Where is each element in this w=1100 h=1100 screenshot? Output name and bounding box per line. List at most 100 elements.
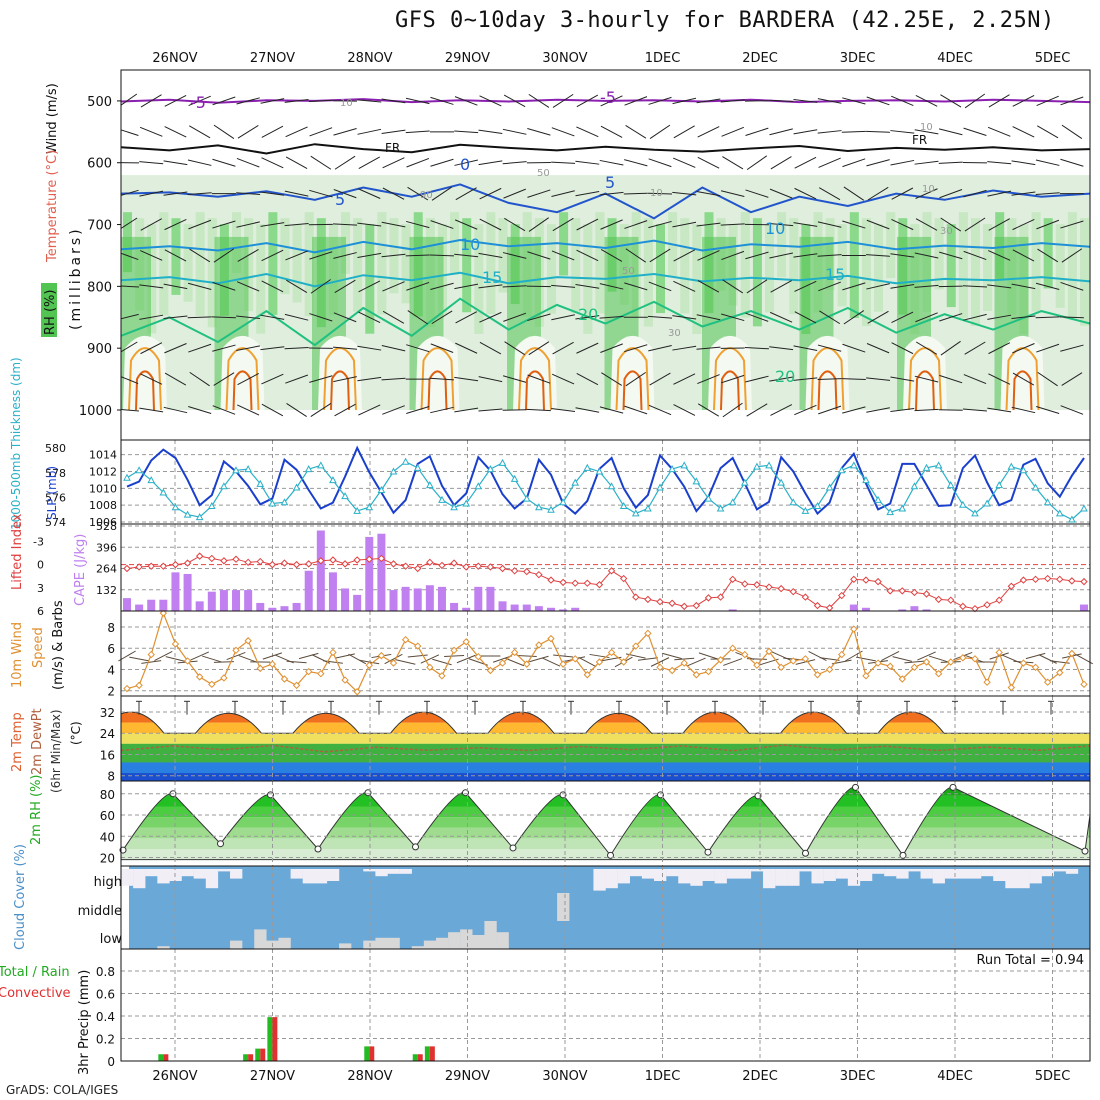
wind-barb bbox=[285, 126, 308, 138]
precip-convective-bar bbox=[417, 1054, 423, 1061]
rh-shade-cell bbox=[546, 224, 556, 314]
wind-barb bbox=[527, 189, 551, 198]
date-label-bottom: 1DEC bbox=[645, 1069, 681, 1084]
wind-barb bbox=[121, 285, 140, 288]
li-marker bbox=[583, 579, 592, 587]
surface-wind-barb bbox=[129, 656, 150, 662]
wind-barb bbox=[940, 217, 962, 232]
li-marker bbox=[619, 574, 628, 583]
cloud-clear-cell bbox=[290, 869, 303, 879]
wind-barb bbox=[334, 403, 356, 417]
wind-barb bbox=[1036, 343, 1060, 353]
y-tick-label: 900 bbox=[87, 342, 112, 357]
cloud-clear-cell bbox=[859, 869, 873, 881]
wind-barb bbox=[188, 219, 212, 230]
wind-barb bbox=[430, 282, 454, 290]
rh-shade-cell bbox=[159, 212, 169, 316]
wind-barb bbox=[164, 249, 187, 262]
surface-wind-barb bbox=[917, 651, 936, 661]
y-tick-label-li: 0 bbox=[37, 559, 44, 572]
wind-speed-marker bbox=[510, 648, 519, 657]
wind-barb bbox=[575, 283, 600, 289]
thickness-marker bbox=[874, 495, 882, 503]
rh-contour-label: 90 bbox=[420, 190, 433, 201]
wind-barb bbox=[454, 253, 479, 258]
wind-barb bbox=[672, 157, 696, 168]
thickness-marker bbox=[522, 494, 531, 502]
date-label-bottom: 26NOV bbox=[152, 1069, 197, 1084]
rh-band bbox=[121, 849, 1090, 860]
wind-barb bbox=[237, 404, 260, 416]
cape-bar bbox=[910, 606, 919, 611]
y-tick-label: 0 bbox=[107, 1055, 115, 1069]
wind-barb bbox=[1012, 372, 1035, 386]
wind-barb bbox=[915, 341, 938, 355]
thickness-marker bbox=[365, 503, 374, 511]
wind-barb bbox=[841, 378, 866, 381]
cloud-clear-cell bbox=[920, 869, 933, 879]
wind-barb bbox=[769, 346, 794, 351]
wind-barb bbox=[624, 159, 648, 167]
y-tick-label: 600 bbox=[87, 157, 112, 172]
thickness-marker bbox=[450, 503, 458, 511]
surface-wind-barb bbox=[529, 655, 549, 663]
rh-shade-cell bbox=[377, 212, 387, 315]
li-marker bbox=[280, 559, 289, 567]
wind-speed-marker bbox=[523, 660, 531, 668]
wind-barb bbox=[1012, 219, 1035, 231]
cloud-clear-cell bbox=[993, 869, 1006, 881]
wind-barb bbox=[479, 218, 502, 231]
thickness-marker bbox=[728, 498, 737, 506]
date-label-bottom: 4DEC bbox=[937, 1069, 973, 1084]
wind-barb bbox=[334, 155, 356, 170]
y-tick-label-cape: 132 bbox=[96, 584, 117, 597]
wind-barb bbox=[358, 311, 381, 323]
date-label-bottom: 27NOV bbox=[250, 1069, 295, 1084]
li-marker bbox=[595, 581, 604, 589]
surface-wind-barb bbox=[154, 651, 173, 661]
precip-total-bar bbox=[267, 1017, 273, 1061]
rh-shade-cell bbox=[970, 218, 980, 326]
isotherm-line bbox=[121, 143, 1090, 155]
wind-barb bbox=[310, 155, 332, 170]
wind-barb bbox=[891, 311, 914, 323]
wind-barb bbox=[648, 220, 672, 229]
wind-barb bbox=[309, 375, 333, 383]
wind-speed-marker bbox=[1068, 649, 1076, 658]
precip-total-bar bbox=[243, 1054, 249, 1061]
li-marker bbox=[208, 554, 216, 563]
cloud-clear-cell bbox=[799, 869, 812, 872]
wind-barb bbox=[624, 344, 648, 353]
wind-speed-marker bbox=[777, 663, 785, 672]
wind-barb bbox=[794, 280, 817, 292]
date-label-bottom: 3DEC bbox=[840, 1069, 876, 1084]
cloud-clear-cell bbox=[763, 869, 776, 889]
wind-barb bbox=[722, 402, 743, 418]
y-tick-label: 8 bbox=[107, 770, 115, 784]
y-tick-label: 60 bbox=[100, 809, 115, 823]
cloud-clear-cell bbox=[690, 869, 703, 886]
rh-shade-cell bbox=[656, 224, 666, 314]
wind-barb bbox=[407, 186, 429, 201]
surface-wind-barb bbox=[723, 658, 743, 666]
wind-barb bbox=[914, 160, 939, 165]
wind-barb bbox=[1035, 192, 1060, 195]
wind-barb bbox=[260, 314, 285, 320]
li-marker bbox=[850, 575, 858, 584]
li-marker bbox=[898, 587, 906, 595]
thickness-marker bbox=[631, 509, 640, 517]
cloud-cell bbox=[363, 940, 376, 949]
wind-barb bbox=[406, 406, 430, 414]
wind-barb bbox=[261, 403, 284, 417]
wind-barb bbox=[502, 285, 527, 288]
cape-bar bbox=[244, 590, 253, 611]
wind-barb bbox=[357, 128, 382, 135]
rh-shade-cell bbox=[450, 212, 460, 275]
li-marker bbox=[959, 602, 967, 611]
surface-wind-barb bbox=[1038, 654, 1057, 664]
wind-barb bbox=[139, 126, 163, 137]
cape-bar bbox=[292, 602, 301, 611]
li-marker bbox=[971, 604, 979, 613]
wind-speed-marker bbox=[922, 658, 931, 666]
thickness-marker bbox=[159, 488, 168, 496]
